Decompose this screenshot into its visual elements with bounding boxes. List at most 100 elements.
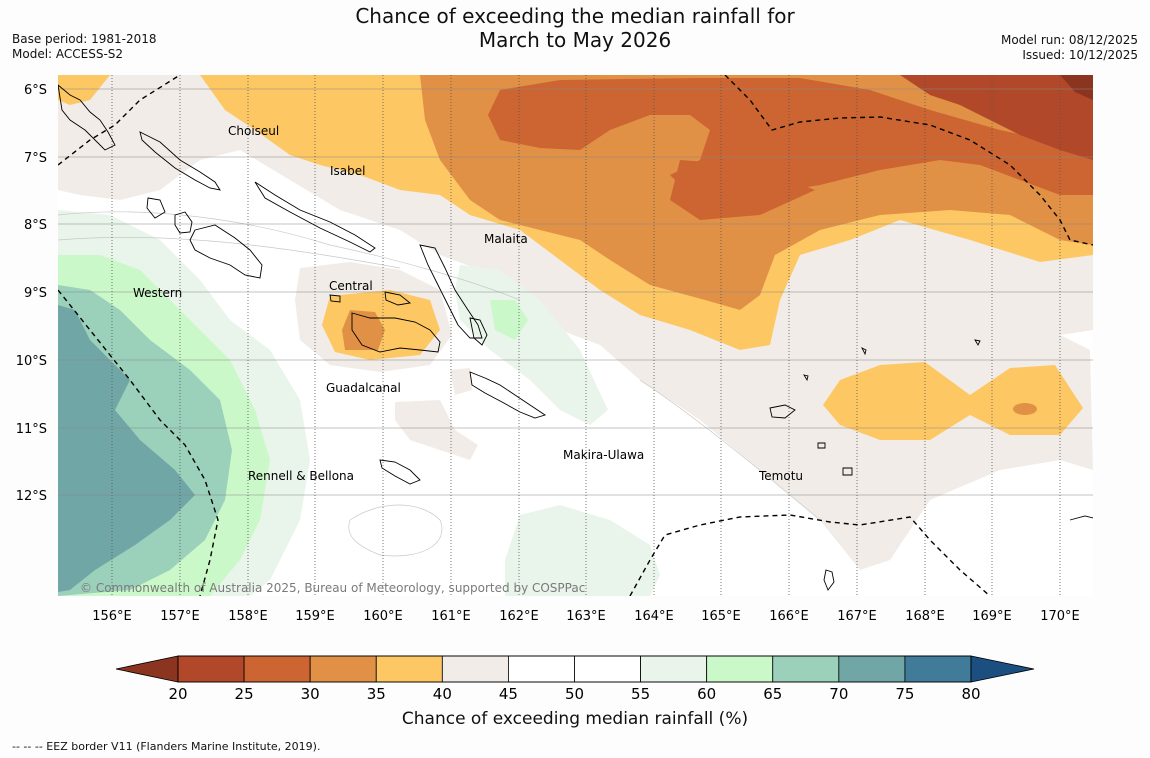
colorbar-tick-label: 40	[433, 685, 452, 703]
gridlines	[58, 88, 1093, 496]
map-area: Choiseul Isabel Malaita Central Western …	[58, 75, 1093, 596]
lon-label: 169°E	[972, 609, 1012, 624]
island-vanuatu-north	[823, 569, 835, 591]
island-vanikoro	[842, 467, 853, 476]
model-run: Model run: 08/12/2025	[1000, 33, 1138, 47]
colorbar-tick-label: 70	[829, 685, 848, 703]
eez-borders	[58, 75, 1093, 596]
lat-label: 9°S	[24, 286, 47, 301]
contour-30-35-central	[342, 310, 385, 350]
colorbar-ticks: 20 25 30 35 40 45 50 55 60 65 70 75 80	[168, 685, 980, 703]
lat-label: 7°S	[24, 151, 47, 166]
title-line-2: March to May 2026	[478, 28, 672, 52]
lat-label: 6°S	[24, 83, 47, 98]
colorbar-swatch	[375, 655, 443, 683]
lon-label: 166°E	[769, 609, 809, 624]
colorbar-high-extension	[970, 655, 1035, 683]
coastlines	[58, 84, 1093, 591]
copyright-note: © Commonwealth of Australia 2025, Bureau…	[80, 581, 585, 595]
island-duff	[860, 346, 867, 356]
lon-label: 162°E	[499, 609, 539, 624]
eez-note: -- -- -- EEZ border V11 (Flanders Marine…	[12, 740, 321, 753]
label-western: Western	[133, 286, 182, 300]
colorbar-label: Chance of exceeding median rainfall (%)	[401, 709, 749, 729]
label-makira-ulawa: Makira-Ulawa	[563, 448, 644, 462]
contour-35-40-nw	[58, 75, 110, 105]
island-vanuatu-east	[1069, 515, 1093, 521]
lon-label: 161°E	[431, 609, 471, 624]
colorbar-swatches	[177, 655, 972, 683]
label-choiseul: Choiseul	[228, 124, 279, 138]
colorbar-tick-label: 50	[565, 685, 584, 703]
contour-70-75	[58, 305, 195, 592]
lon-label: 165°E	[701, 609, 741, 624]
contour-25-30	[488, 78, 1093, 200]
colorbar-tick-label: 80	[961, 685, 980, 703]
lon-axis-labels: 156°E 157°E 158°E 159°E 160°E 161°E 162°…	[92, 609, 1080, 624]
island-nendo	[769, 404, 796, 419]
province-labels: Choiseul Isabel Malaita Central Western …	[133, 124, 803, 483]
island-isabel	[254, 181, 376, 253]
label-guadalcanal: Guadalcanal	[326, 381, 401, 395]
colorbar-tick-label: 60	[697, 685, 716, 703]
lat-label: 10°S	[16, 354, 47, 369]
colorbar-swatch	[508, 655, 575, 683]
base-period: Base period: 1981-2018	[12, 32, 157, 46]
island-utupua	[817, 442, 826, 449]
meta-left: Base period: 1981-2018 Model: ACCESS-S2	[12, 32, 157, 62]
colorbar-swatch	[309, 655, 377, 683]
meta-right: Model run: 08/12/2025 Issued: 10/12/2025	[1001, 33, 1138, 63]
contour-lines	[58, 211, 821, 557]
island-kolombangara	[174, 211, 193, 234]
colorbar-tick-label: 65	[763, 685, 782, 703]
colorbar-tick-label: 45	[499, 685, 518, 703]
colorbar-swatch	[441, 655, 509, 683]
label-isabel: Isabel	[330, 164, 365, 178]
label-temotu: Temotu	[758, 469, 803, 483]
contour-30-35-east	[1013, 403, 1037, 415]
island-rennell	[379, 459, 421, 485]
colorbar-swatch	[772, 655, 840, 683]
colorbar-tick-label: 20	[168, 685, 187, 703]
colorbar-tick-label: 25	[235, 685, 254, 703]
island-new-georgia	[189, 224, 263, 279]
colorbar-tick-label: 30	[301, 685, 320, 703]
contour-40-45-south2	[450, 368, 472, 395]
colorbar-tick-label: 35	[367, 685, 386, 703]
lat-label: 11°S	[16, 422, 47, 437]
contour-55-60-south	[505, 505, 660, 596]
label-malaita: Malaita	[484, 232, 528, 246]
colorbar-swatch	[243, 655, 311, 683]
colorbar-swatch	[904, 655, 972, 683]
contour-60-65-center	[490, 300, 528, 340]
contour-40-45-south1	[395, 400, 478, 460]
colorbar-swatch	[706, 655, 774, 683]
island-guadalcanal	[351, 312, 441, 353]
lon-label: 159°E	[295, 609, 335, 624]
lat-label: 8°S	[24, 218, 47, 233]
model-name: Model: ACCESS-S2	[12, 47, 124, 61]
lon-label: 170°E	[1040, 609, 1080, 624]
island-bougainville	[58, 84, 116, 151]
island-choiseul	[139, 131, 221, 191]
colorbar-tick-label: 55	[631, 685, 650, 703]
lon-label: 158°E	[228, 609, 268, 624]
lon-label: 164°E	[634, 609, 674, 624]
island-vella	[146, 197, 166, 219]
map-title: Chance of exceeding the median rainfall …	[0, 4, 1150, 52]
label-rennell-bellona: Rennell & Bellona	[248, 469, 354, 483]
label-central: Central	[329, 279, 373, 293]
colorbar-frame	[177, 655, 972, 683]
lon-label: 163°E	[566, 609, 606, 624]
lon-label: 157°E	[160, 609, 200, 624]
island-makira	[469, 371, 547, 419]
contour-below-20	[1060, 75, 1093, 100]
colorbar-swatch	[838, 655, 906, 683]
lon-label: 160°E	[363, 609, 403, 624]
colorbar-swatch	[640, 655, 708, 683]
lat-label: 12°S	[16, 489, 47, 504]
lon-label: 167°E	[837, 609, 877, 624]
island-ngella	[384, 291, 412, 306]
colorbar: 20 25 30 35 40 45 50 55 60 65 70 75 80	[115, 655, 1035, 703]
issued-date: Issued: 10/12/2025	[1022, 48, 1138, 62]
